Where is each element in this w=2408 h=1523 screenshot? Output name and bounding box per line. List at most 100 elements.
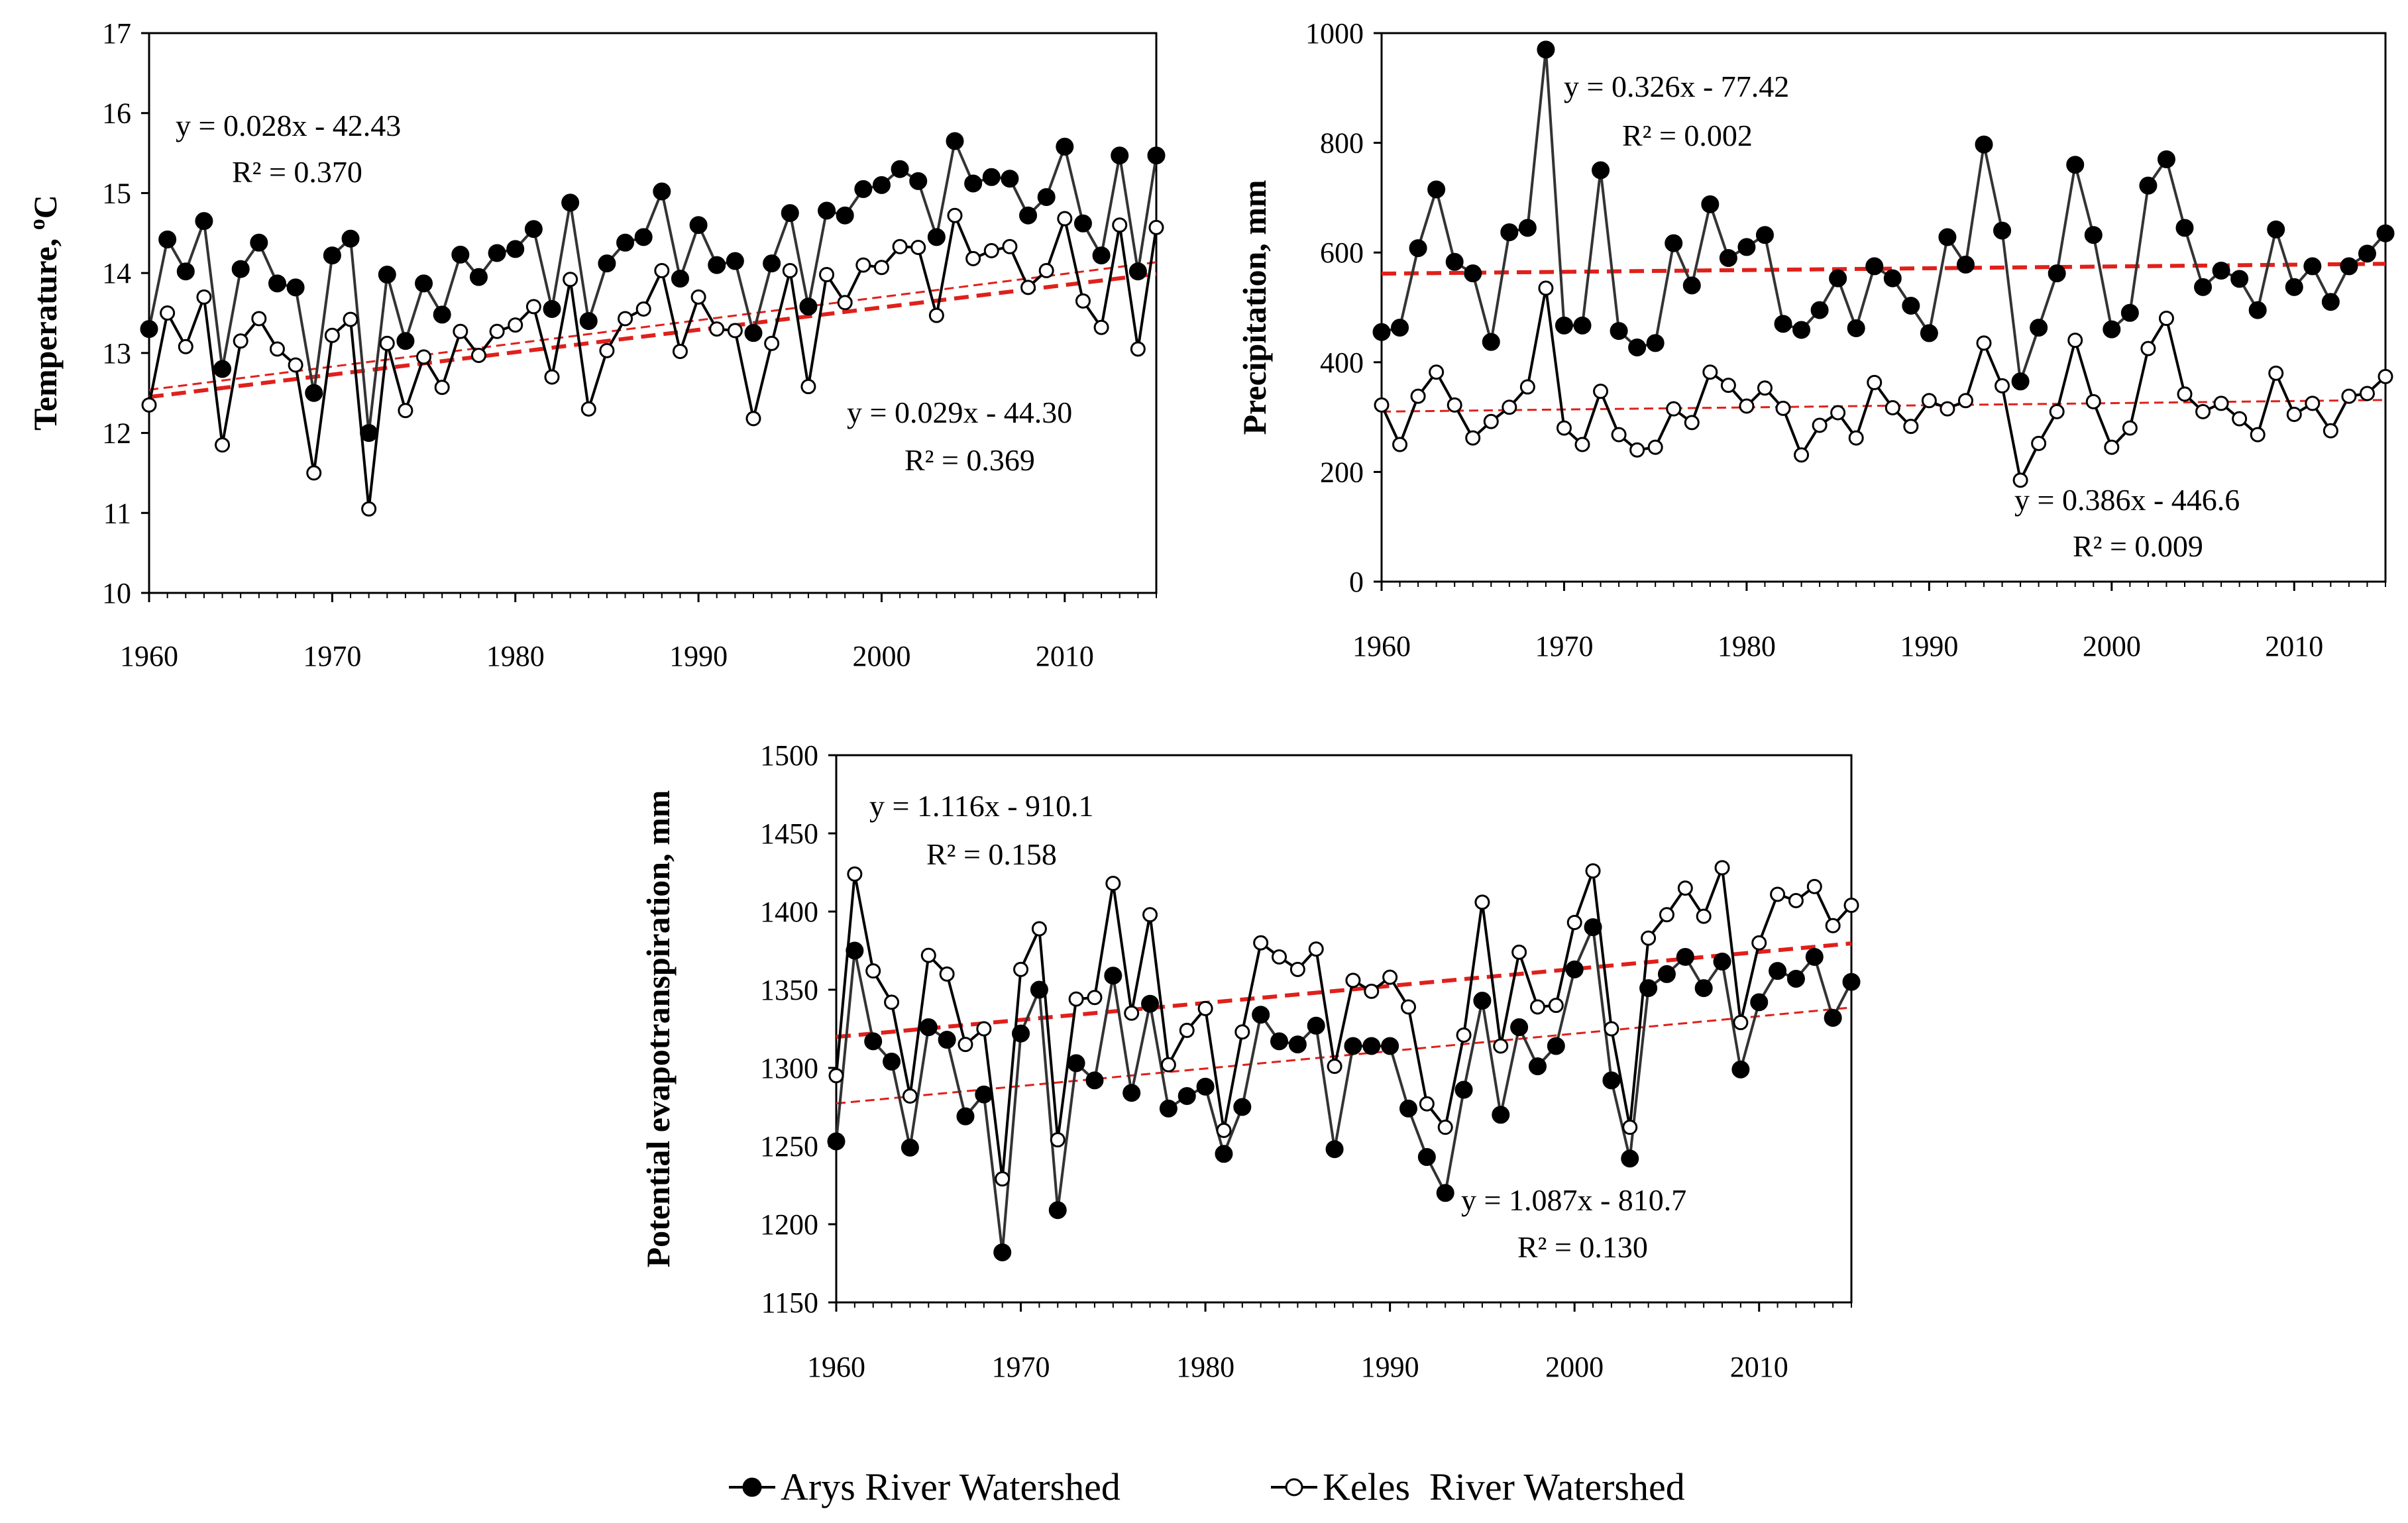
precipitation-arys-point bbox=[2157, 150, 2175, 168]
pet-keles-point bbox=[1641, 930, 1657, 946]
temperature-arys-point bbox=[781, 204, 799, 223]
temperature-ytick-label: 11 bbox=[103, 497, 131, 529]
precipitation-arys-point bbox=[1500, 223, 1519, 242]
temperature-keles-point bbox=[599, 342, 615, 358]
temperature-ytick-label: 16 bbox=[102, 97, 131, 130]
temperature-keles-point bbox=[269, 341, 285, 357]
pet-keles-point bbox=[1142, 907, 1158, 923]
temperature-ytick-label: 13 bbox=[102, 337, 131, 370]
pet-keles-point bbox=[1327, 1059, 1342, 1075]
pet-arys-point bbox=[1786, 969, 1805, 988]
precipitation-keles-point bbox=[1666, 401, 1682, 417]
precipitation-keles-point bbox=[1995, 378, 2010, 394]
precipitation-keles-point bbox=[2378, 368, 2393, 384]
precipitation-arys-point bbox=[1573, 316, 1592, 335]
pet-arys-point bbox=[883, 1053, 901, 1071]
temperature-keles-point bbox=[782, 263, 798, 279]
pet-arys-point bbox=[1639, 979, 1658, 998]
pet-keles-point bbox=[1197, 1000, 1213, 1016]
pet-arys-point bbox=[975, 1085, 993, 1104]
temperature-keles-point bbox=[873, 260, 889, 276]
temperature-arys-point bbox=[1019, 206, 1038, 225]
temperature-arys-point bbox=[250, 233, 268, 252]
pet-keles-point bbox=[1825, 918, 1841, 933]
precipitation-arys-point bbox=[1610, 322, 1628, 341]
pet-arys-point bbox=[1769, 962, 1787, 980]
temperature-arys-point bbox=[378, 266, 396, 284]
temperature-arys-point bbox=[286, 278, 305, 297]
precipitation-keles-point bbox=[1867, 374, 1883, 390]
precipitation-keles-point bbox=[1775, 400, 1791, 416]
pet-keles-point bbox=[1566, 915, 1582, 931]
precipitation-keles-point bbox=[2140, 341, 2156, 356]
precipitation-keles-point bbox=[1429, 364, 1445, 380]
temperature-keles-r2: R² = 0.369 bbox=[904, 443, 1035, 477]
precipitation-chart: Precipitation, mm 0 200 400 600 800 1000 1960 1… bbox=[1236, 17, 2395, 662]
precipitation-keles-point bbox=[1374, 397, 1390, 413]
pet-arys-point bbox=[1454, 1080, 1473, 1099]
temperature-arys-point bbox=[909, 172, 928, 190]
temperature-arys-point bbox=[231, 260, 250, 278]
precipitation-keles-point bbox=[2158, 311, 2174, 327]
temperature-keles-point bbox=[508, 317, 523, 333]
pet-keles-point bbox=[1364, 983, 1380, 999]
pet-keles-point bbox=[1437, 1120, 1453, 1135]
temperature-chart: Temperature, oC 10 11 12 13 14 15 16 17 1960 1970… bbox=[25, 17, 1166, 672]
temperature-arys-point bbox=[415, 274, 433, 293]
precipitation-keles-point bbox=[2268, 365, 2284, 381]
temperature-arys-point bbox=[799, 297, 818, 316]
temperature-keles-point bbox=[709, 321, 725, 337]
precipitation-keles-point bbox=[1794, 447, 1810, 463]
precipitation-ytick-label: 600 bbox=[1320, 236, 1364, 269]
temperature-keles-point bbox=[196, 289, 212, 305]
precipitation-arys-point bbox=[1592, 161, 1610, 180]
temperature-arys-point bbox=[982, 168, 1001, 186]
pet-keles-point bbox=[1770, 886, 1786, 902]
temperature-keles-point bbox=[324, 327, 340, 343]
precipitation-arys-point bbox=[1755, 226, 1774, 244]
precipitation-keles-point bbox=[1410, 388, 1426, 404]
precipitation-arys-point bbox=[2321, 293, 2340, 311]
pet-keles-point bbox=[1253, 935, 1269, 951]
temperature-arys-equation: y = 0.028x - 42.43 bbox=[176, 109, 401, 142]
temperature-xtick-label: 1970 bbox=[303, 640, 361, 672]
pet-arys-point bbox=[1750, 993, 1769, 1012]
temperature-arys-point bbox=[360, 424, 378, 443]
temperature-keles-point bbox=[1130, 341, 1146, 357]
temperature-arys-point bbox=[927, 228, 946, 246]
precipitation-arys-point bbox=[2120, 303, 2139, 322]
pet-xtick-label: 2010 bbox=[1730, 1351, 1788, 1383]
pet-arys-point bbox=[1399, 1099, 1417, 1118]
pet-arys-point bbox=[1030, 980, 1048, 999]
pet-arys-point bbox=[1621, 1149, 1639, 1168]
temperature-keles-point bbox=[453, 323, 468, 339]
temperature-keles-point bbox=[563, 272, 578, 288]
temperature-keles-point bbox=[928, 307, 944, 323]
precipitation-keles-point bbox=[1848, 430, 1864, 446]
pet-arys-point bbox=[1233, 1098, 1252, 1116]
precipitation-arys-point bbox=[2285, 278, 2303, 296]
pet-keles-point bbox=[1511, 944, 1527, 960]
temperature-keles-point bbox=[635, 301, 651, 317]
temperature-arys-point bbox=[854, 180, 873, 198]
precipitation-keles-point bbox=[1556, 420, 1572, 436]
precipitation-arys-point bbox=[1956, 255, 1975, 274]
precipitation-keles-point bbox=[1903, 419, 1919, 435]
precipitation-keles-point bbox=[1574, 437, 1590, 452]
pet-arys-point bbox=[1842, 972, 1861, 991]
precipitation-arys-equation: y = 0.326x - 77.42 bbox=[1564, 70, 1789, 103]
pet-keles-point bbox=[1493, 1038, 1509, 1054]
precipitation-keles-point bbox=[1392, 437, 1408, 452]
precipitation-arys-point bbox=[1518, 219, 1537, 237]
pet-keles-point bbox=[1696, 908, 1712, 924]
pet-keles-point bbox=[1031, 921, 1047, 937]
precipitation-arys-point bbox=[2212, 262, 2230, 280]
precipitation-keles-point bbox=[1465, 430, 1481, 446]
pet-keles-point bbox=[1548, 998, 1564, 1014]
precipitation-arys-point bbox=[1427, 180, 1446, 199]
pet-arys-point bbox=[1159, 1099, 1177, 1118]
temperature-keles-point bbox=[1002, 238, 1018, 254]
precipitation-arys-point bbox=[1920, 324, 1938, 342]
temperature-arys-point bbox=[891, 160, 909, 178]
